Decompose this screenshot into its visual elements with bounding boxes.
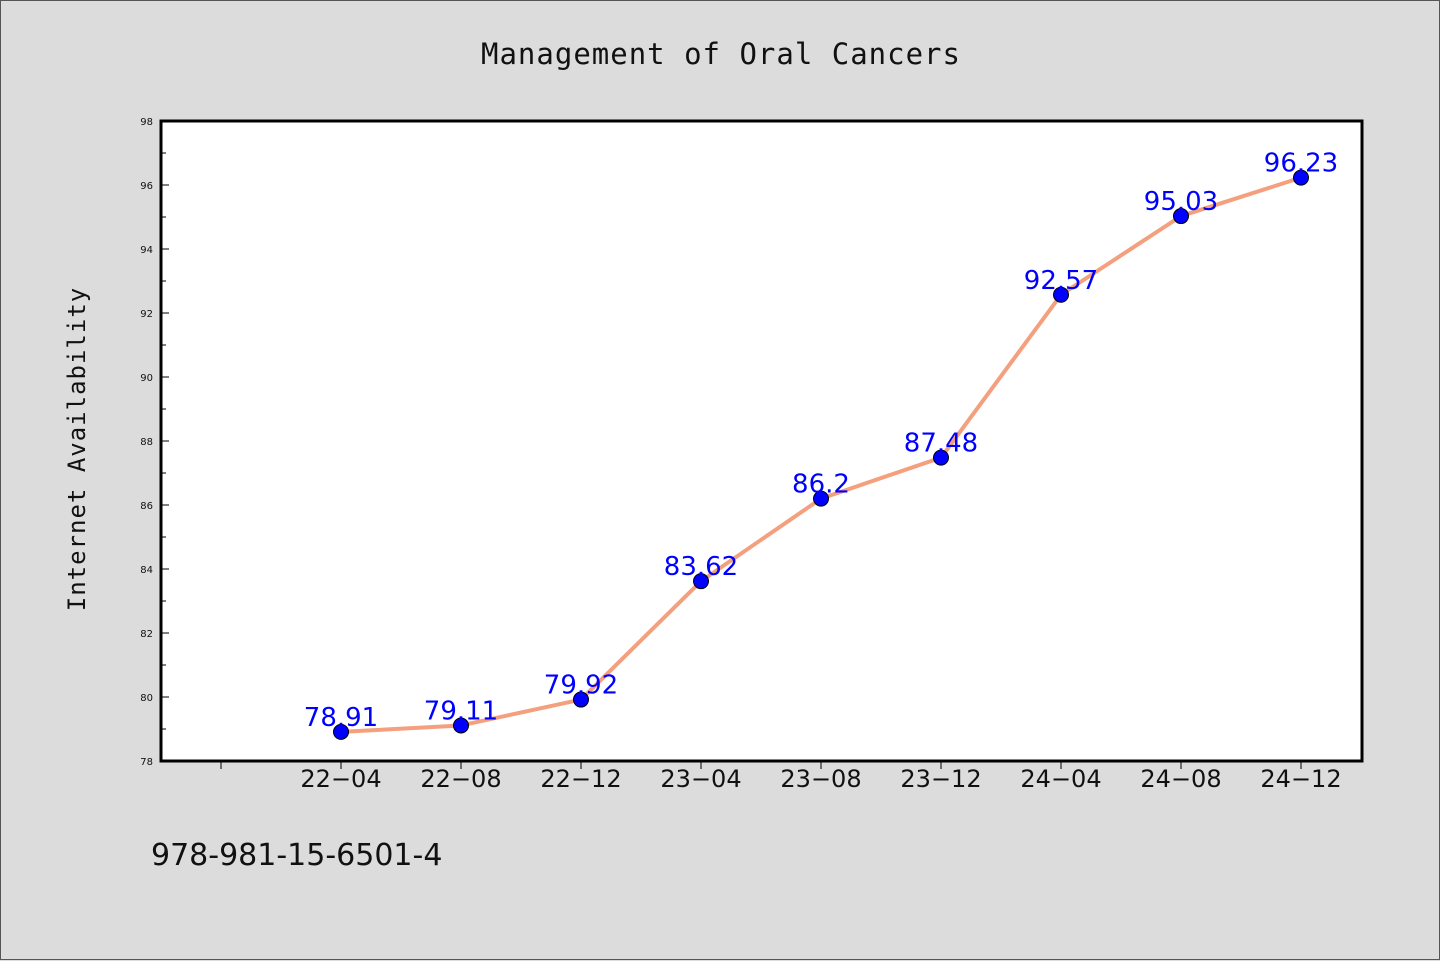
- x-tick-label: 23−04: [660, 765, 741, 793]
- x-tick-label: 24−12: [1260, 765, 1341, 793]
- data-point-marker: [1293, 169, 1309, 186]
- data-label: 78.91: [304, 703, 378, 733]
- data-label: 86.2: [792, 470, 850, 500]
- y-tick-label: 78: [140, 757, 153, 768]
- x-tick-label: 24−04: [1020, 765, 1101, 793]
- y-tick-label: 98: [140, 117, 153, 128]
- data-point-marker: [693, 573, 709, 590]
- data-label: 79.92: [544, 671, 618, 701]
- y-axis-label: Internet Availability: [63, 287, 91, 611]
- x-axis: 22−04 22−08 22−12 23−04 23−08 23−12 24−04 24−08…: [220, 761, 1342, 793]
- x-tick-label: 22−08: [420, 765, 501, 793]
- plot-frame: [159, 119, 1364, 763]
- data-labels: 78.91 79.11 79.92 83.62 86.2 87.48 92.57 95.03 9…: [304, 149, 1338, 733]
- data-label: 83.62: [664, 552, 738, 582]
- y-tick-label: 96: [140, 181, 153, 192]
- data-point-marker: [813, 490, 829, 507]
- data-label: 92.57: [1024, 266, 1098, 296]
- isbn-footer-text: 978-981-15-6501-4: [151, 838, 442, 873]
- y-tick-label: 90: [140, 373, 153, 384]
- x-tick-label: 22−12: [540, 765, 621, 793]
- data-label: 87.48: [904, 429, 978, 459]
- chart-title: Management of Oral Cancers: [481, 37, 961, 71]
- x-tick-label: 23−12: [900, 765, 981, 793]
- y-tick-label: 80: [140, 693, 153, 704]
- x-tick-label: 23−08: [780, 765, 861, 793]
- data-label: 95.03: [1144, 187, 1218, 217]
- data-markers: [333, 169, 1309, 740]
- data-point-marker: [453, 717, 469, 734]
- data-point-marker: [933, 449, 949, 466]
- y-tick-label: 86: [140, 501, 153, 512]
- y-tick-label: 92: [140, 309, 153, 320]
- data-point-marker: [1173, 208, 1189, 225]
- data-point-marker: [1053, 286, 1069, 303]
- y-tick-label: 94: [140, 245, 153, 256]
- y-tick-label: 84: [140, 565, 153, 576]
- y-tick-label: 82: [140, 629, 153, 640]
- data-label: 79.11: [424, 696, 498, 726]
- data-label: 96.23: [1264, 149, 1338, 179]
- x-tick-label: 22−04: [300, 765, 381, 793]
- data-point-marker: [333, 723, 349, 740]
- x-tick-label: 24−08: [1140, 765, 1221, 793]
- data-point-marker: [573, 691, 589, 708]
- y-tick-label: 88: [140, 437, 153, 448]
